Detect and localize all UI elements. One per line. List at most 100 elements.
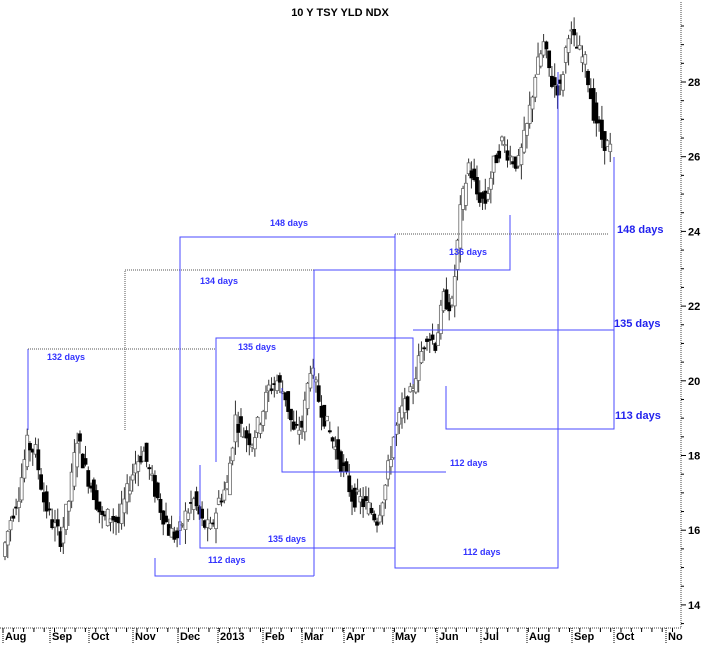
candle-body	[455, 239, 460, 270]
cycle-134-line	[124, 269, 314, 430]
y-tick-label: 14	[688, 600, 701, 612]
candle-body	[183, 510, 188, 530]
candle-body	[11, 515, 16, 519]
candle-body	[155, 482, 160, 499]
candle-body	[458, 204, 463, 249]
candle-body	[322, 404, 327, 427]
candle-body	[5, 530, 10, 546]
candle-body	[344, 461, 349, 473]
candle-body	[36, 449, 41, 471]
candle-body	[599, 119, 604, 140]
x-tick-label: Sep	[52, 631, 72, 643]
candle-body	[522, 129, 527, 153]
x-tick-label: Mar	[304, 631, 324, 643]
candle-body	[566, 38, 571, 53]
candle-body	[219, 500, 224, 503]
x-tick-label: Nov	[135, 631, 157, 643]
candle-body	[316, 385, 321, 402]
label-134-days: 134 days	[200, 276, 238, 286]
x-tick-label: Oct	[616, 631, 635, 643]
candle-body	[533, 76, 538, 98]
label-135-days-top: 135 days	[238, 342, 276, 352]
candle-body	[325, 415, 329, 422]
candle-body	[555, 85, 560, 96]
candle-body	[236, 423, 241, 433]
candle-body	[175, 530, 180, 539]
candle-body	[497, 150, 502, 159]
label-112-days-mid: 112 days	[450, 458, 488, 468]
candle-body	[136, 461, 141, 472]
x-ticks: Aug Sep Oct Nov Dec 2013 Feb Mar Apr May Jun Jul Aug…	[2, 628, 683, 643]
candle-body	[538, 53, 543, 67]
candle-body	[416, 355, 421, 381]
candle-body	[327, 430, 332, 433]
candle-body	[194, 491, 199, 507]
candle-body	[330, 437, 335, 442]
candle-body	[361, 498, 366, 508]
x-tick-label: Feb	[265, 631, 285, 643]
candle-body	[375, 521, 379, 526]
x-tick-label: May	[395, 631, 417, 643]
x-tick-label: Oct	[91, 631, 110, 643]
candle-body	[75, 442, 80, 468]
candle-body	[438, 304, 443, 335]
x-tick-label: 2013	[220, 631, 244, 643]
candle-body	[8, 520, 13, 531]
candle-body	[144, 442, 149, 462]
cycle-135-low-line	[199, 465, 395, 549]
candle-body	[44, 491, 49, 512]
candle-body	[239, 416, 243, 424]
candle-body	[583, 54, 588, 65]
label-112-days-low: 112 days	[208, 555, 246, 565]
x-tick-label: Aug	[5, 631, 26, 643]
y-tick-label: 26	[688, 152, 700, 164]
candle-body	[383, 484, 388, 501]
candles	[3, 17, 613, 561]
candle-body	[491, 155, 496, 173]
candle-body	[47, 508, 52, 511]
candle-body	[530, 96, 535, 110]
cycle-112-mid-line	[281, 388, 446, 473]
candle-body	[352, 487, 357, 508]
candle-body	[444, 289, 449, 310]
y-tick-label: 28	[688, 77, 700, 89]
candle-body	[275, 380, 279, 392]
y-tick-label: 22	[688, 301, 700, 313]
candle-body	[447, 302, 452, 312]
candle-body	[97, 501, 102, 513]
candle-body	[3, 542, 7, 557]
candle-body	[258, 424, 263, 434]
candle-body	[347, 475, 352, 493]
candle-body	[544, 41, 549, 50]
candle-body	[25, 434, 30, 468]
x-tick-label: Sep	[574, 631, 594, 643]
candle-body	[66, 501, 71, 512]
candle-body	[372, 513, 377, 521]
label-135-days-right: 135 days	[614, 318, 660, 330]
candle-body	[150, 473, 155, 476]
cycle-135-top-line	[215, 337, 414, 462]
cycle-148-line	[179, 236, 395, 545]
candle-body	[122, 498, 127, 514]
candle-body	[208, 523, 213, 530]
x-tick-label: Apr	[346, 631, 366, 643]
candle-body	[158, 498, 163, 513]
candle-body	[33, 444, 38, 455]
y-tick-label: 16	[688, 525, 700, 537]
candle-body	[294, 423, 299, 426]
candle-body	[130, 474, 135, 481]
candle-body	[608, 143, 613, 153]
candle-body	[377, 514, 382, 523]
candle-body	[269, 388, 274, 391]
candle-body	[308, 373, 313, 389]
candle-body	[302, 399, 307, 433]
candle-body	[277, 375, 282, 383]
candle-body	[261, 410, 266, 426]
candle-body	[289, 408, 293, 421]
candle-body	[297, 429, 302, 435]
candle-body	[128, 490, 132, 495]
candle-body	[577, 44, 582, 50]
candle-body	[364, 496, 368, 502]
candle-body	[452, 276, 457, 307]
candle-body	[433, 343, 438, 351]
